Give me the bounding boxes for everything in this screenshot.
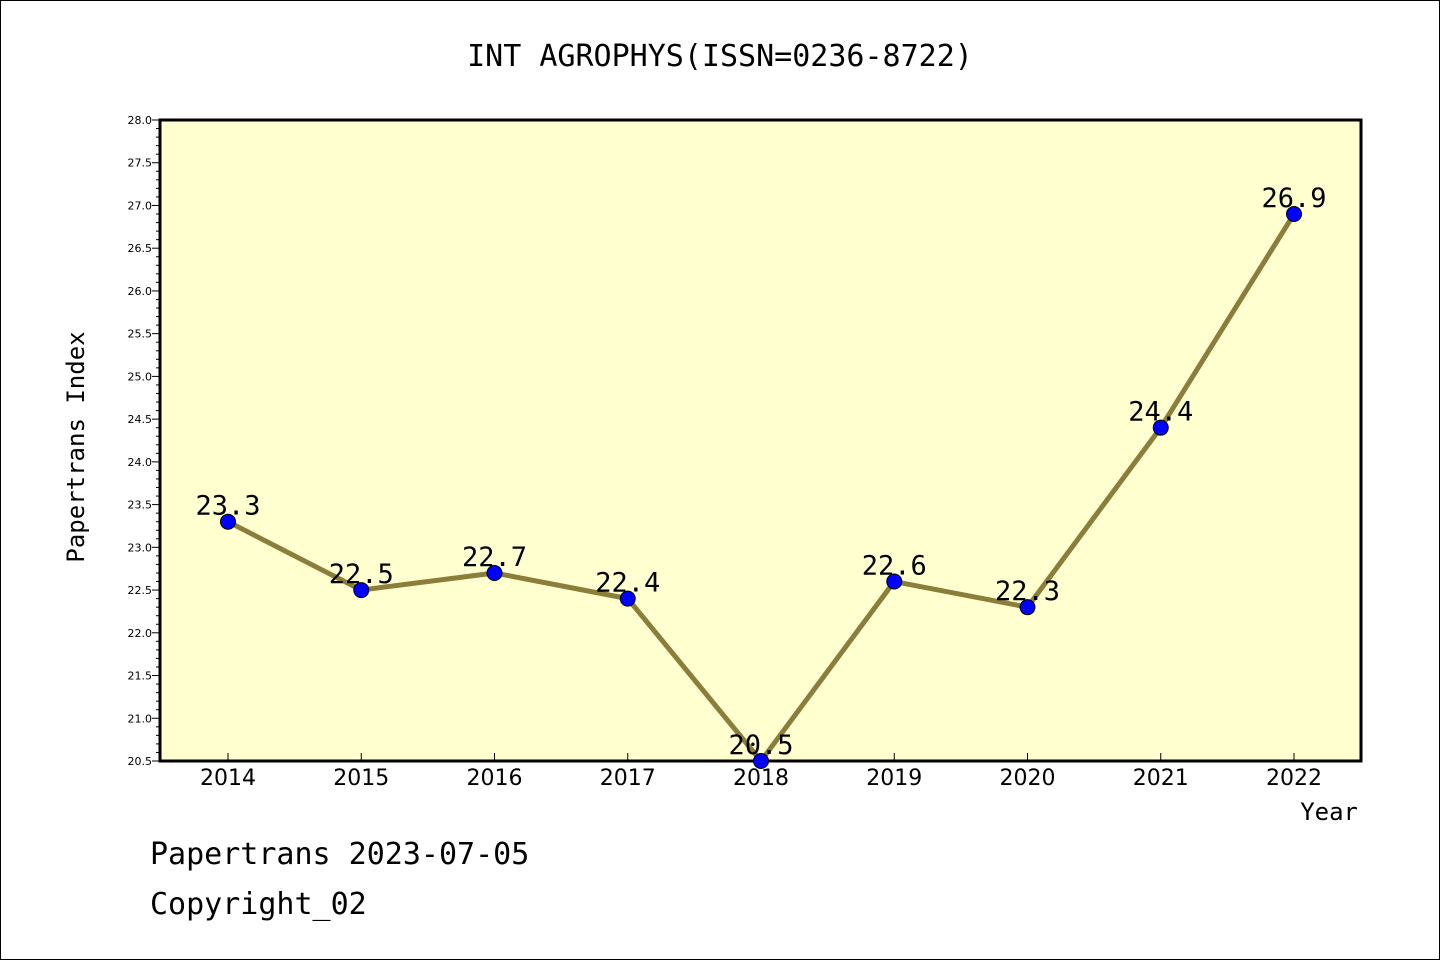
data-point (1286, 206, 1302, 223)
y-tick-label: 25.5 (128, 328, 153, 341)
x-tick-label: 2018 (733, 766, 789, 791)
x-tick-label: 2016 (467, 766, 523, 791)
data-point (753, 753, 769, 769)
data-label: 22.4 (595, 568, 660, 599)
data-point (486, 564, 503, 581)
y-tick-label: 24.5 (128, 413, 153, 426)
data-label: 22.7 (462, 542, 527, 573)
y-tick-label: 20.5 (128, 755, 153, 768)
x-axis: 2014 2015 2016 2017 2018 2019 2020 2021 2022 (200, 753, 1322, 791)
data-label: 23.3 (195, 491, 260, 522)
y-axis-label: Papertrans Index (62, 331, 90, 562)
y-tick-label: 22.0 (128, 627, 153, 640)
data-label: 22.3 (995, 576, 1060, 607)
y-tick-label: 22.5 (128, 584, 153, 597)
y-tick-label: 23.5 (128, 499, 153, 512)
y-tick-label: 25.0 (128, 370, 153, 383)
data-point (619, 590, 636, 607)
plot-area (158, 118, 1363, 763)
y-tick-label: 26.0 (128, 285, 153, 298)
data-label: 20.5 (728, 730, 793, 761)
chart-title: INT AGROPHYS(ISSN=0236-8722) (467, 39, 973, 74)
series-layer: 23.3 22.5 22.7 22.4 20.5 22.6 22.3 24.4 26.9 (195, 183, 1327, 769)
x-tick-label: 2021 (1133, 766, 1189, 791)
data-point (886, 573, 903, 590)
data-label: 22.6 (862, 551, 927, 582)
data-point (1019, 599, 1036, 616)
y-tick-label: 27.0 (128, 199, 153, 212)
y-axis: 20.5 21.0 21.5 22.0 22.5 23.0 23.5 24.0 24.5 25.0… (128, 114, 160, 768)
y-tick-label: 27.5 (128, 157, 153, 170)
y-tick-label: 28.0 (128, 114, 153, 127)
data-point (220, 513, 236, 530)
y-tick-label: 21.0 (128, 712, 153, 725)
data-label: 24.4 (1128, 397, 1193, 428)
x-tick-label: 2015 (333, 766, 389, 791)
x-tick-label: 2020 (1000, 766, 1056, 791)
y-tick-label: 21.5 (128, 670, 153, 683)
data-point (353, 582, 370, 599)
x-tick-label: 2019 (866, 766, 922, 791)
footer-copyright: Copyright_02 (150, 887, 367, 922)
x-tick-label: 2017 (600, 766, 656, 791)
footer-date: Papertrans 2023-07-05 (150, 837, 529, 872)
x-axis-label: Year (1300, 798, 1358, 826)
data-point (1152, 419, 1169, 436)
x-tick-label: 2022 (1266, 766, 1322, 791)
y-tick-label: 23.0 (128, 541, 153, 554)
data-label: 22.5 (329, 559, 394, 590)
data-label: 26.9 (1261, 183, 1326, 214)
y-tick-label: 26.5 (128, 242, 153, 255)
y-tick-label: 24.0 (128, 456, 153, 469)
x-tick-label: 2014 (200, 766, 256, 791)
